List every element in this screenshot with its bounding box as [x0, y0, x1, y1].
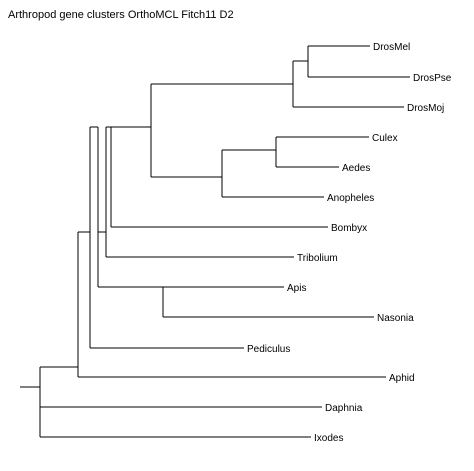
- tip-labels: DrosMel DrosPse DrosMoj Culex Aedes Anop…: [247, 42, 452, 444]
- tree-branches: [20, 45, 410, 438]
- tip-label-aphid: Aphid: [389, 373, 415, 384]
- tip-label-daphnia: Daphnia: [325, 403, 363, 414]
- tip-label-pediculus: Pediculus: [247, 344, 290, 355]
- tree-title: Arthropod gene clusters OrthoMCL Fitch11…: [8, 9, 234, 21]
- tip-label-apis: Apis: [287, 283, 306, 294]
- tip-label-ixodes: Ixodes: [314, 433, 343, 444]
- tip-label-bombyx: Bombyx: [331, 223, 367, 234]
- tip-label-drosmel: DrosMel: [373, 42, 410, 53]
- tip-label-anopheles: Anopheles: [327, 193, 374, 204]
- tip-label-drosmoj: DrosMoj: [407, 103, 444, 114]
- tip-label-aedes: Aedes: [342, 163, 370, 174]
- tip-label-drospse: DrosPse: [413, 73, 452, 84]
- tip-label-nasonia: Nasonia: [377, 313, 414, 324]
- tip-label-culex: Culex: [372, 133, 398, 144]
- tip-label-tribolium: Tribolium: [297, 253, 338, 264]
